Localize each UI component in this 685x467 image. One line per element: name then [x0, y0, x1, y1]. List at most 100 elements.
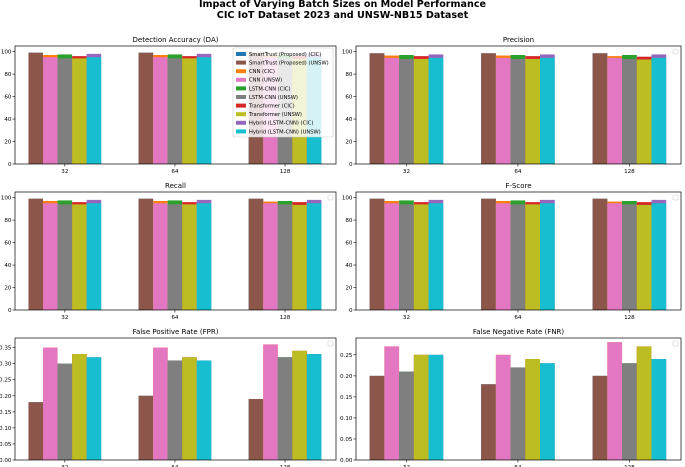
bar-lstm-cnn-unsw: [277, 204, 293, 310]
bar-hybrid-lstm-cnn-unsw: [306, 354, 322, 460]
subplot-4: F-Score 0 20 40 60 80 100 32 64 128: [342, 182, 682, 321]
subplot-title: Recall: [165, 182, 186, 190]
bar-cnn-unsw: [384, 203, 400, 310]
legend-entry: CNN (CIC): [249, 69, 275, 75]
y-tick-label: 0.25: [0, 378, 12, 384]
bar-transformer-unsw: [72, 204, 87, 310]
bar-smarttrust-proposed-unsw: [138, 198, 154, 310]
bar-lstm-cnn-unsw: [622, 204, 637, 310]
subplot-title: False Positive Rate (FPR): [133, 328, 219, 336]
y-tick-label: 0.00: [340, 458, 353, 464]
legend-entry: Transformer (CIC): [248, 104, 295, 110]
legend-entry: Hybrid (LSTM-CNN) (UNSW): [249, 129, 321, 135]
axes-frame: [355, 45, 682, 165]
bar-cnn-unsw: [607, 203, 623, 310]
bar-smarttrust-proposed-unsw: [138, 395, 154, 460]
axes-frame: [14, 337, 337, 461]
subplot-title: False Negative Rate (FNR): [473, 328, 565, 336]
bar-transformer-unsw: [525, 58, 541, 164]
subplot-1: Detection Accuracy (DA) 0 20 40 60 80 100 32 64 1…: [1, 36, 337, 175]
y-tick-label: 0.20: [340, 374, 353, 380]
bar-transformer-unsw: [413, 354, 429, 460]
bar-smarttrust-proposed-unsw: [369, 198, 385, 310]
bar-transformer-unsw: [636, 204, 652, 310]
bar-transformer-unsw: [182, 58, 197, 164]
x-tick-label: 32: [61, 169, 68, 175]
subplot-title: Detection Accuracy (DA): [133, 36, 219, 44]
bar-smarttrust-proposed-unsw: [592, 53, 608, 164]
legend-box: [327, 340, 334, 347]
bar-cnn-unsw: [384, 57, 400, 164]
legend-box: [672, 48, 679, 55]
y-tick-label: 40: [4, 117, 12, 123]
y-tick-label: 40: [345, 263, 353, 269]
y-tick-label: 60: [345, 241, 353, 247]
bar-cnn-unsw: [384, 346, 400, 460]
bar-hybrid-lstm-cnn-unsw: [86, 57, 102, 164]
y-tick-label: 0.15: [0, 410, 12, 416]
y-tick-label: 0.05: [340, 437, 353, 443]
bar-lstm-cnn-unsw: [167, 360, 183, 460]
x-tick-label: 128: [624, 315, 635, 321]
bar-hybrid-lstm-cnn-unsw: [428, 203, 444, 310]
x-tick-label: 64: [514, 169, 522, 175]
bar-hybrid-lstm-cnn-unsw: [651, 203, 667, 310]
y-tick-label: 0.15: [340, 395, 353, 401]
y-tick-label: 20: [4, 286, 12, 292]
x-tick-label: 64: [171, 169, 179, 175]
y-tick-label: 0.30: [0, 362, 12, 368]
legend-swatch: [236, 52, 246, 56]
bar-cnn-unsw: [495, 57, 511, 164]
bar-cnn-unsw: [607, 57, 623, 164]
bar-hybrid-lstm-cnn-unsw: [428, 354, 444, 460]
bar-lstm-cnn-unsw: [399, 204, 414, 310]
y-tick-label: 60: [345, 95, 353, 101]
legend-box: [327, 194, 334, 201]
bar-hybrid-lstm-cnn-unsw: [540, 363, 555, 460]
subplot-title: F-Score: [505, 182, 531, 190]
bar-hybrid-lstm-cnn-unsw: [540, 57, 555, 164]
bar-hybrid-lstm-cnn-unsw: [306, 203, 322, 310]
bar-transformer-unsw: [525, 359, 541, 460]
y-tick-label: 20: [4, 140, 12, 146]
bar-lstm-cnn-unsw: [167, 58, 183, 164]
y-tick-label: 0: [8, 308, 12, 314]
bar-hybrid-lstm-cnn-unsw: [540, 203, 555, 310]
bar-cnn-unsw: [153, 203, 168, 310]
legend-swatch: [236, 129, 246, 134]
y-tick-label: 100: [342, 50, 353, 56]
bar-lstm-cnn-unsw: [399, 58, 414, 164]
bar-transformer-unsw: [413, 204, 429, 310]
bar-transformer-unsw: [292, 204, 307, 310]
legend-swatch: [236, 86, 246, 91]
legend-box: [672, 340, 679, 347]
legend-swatch: [236, 103, 246, 108]
bar-smarttrust-proposed-unsw: [481, 53, 496, 164]
legend-swatch: [236, 95, 246, 99]
y-tick-label: 20: [345, 286, 353, 292]
axes-frame: [14, 191, 337, 311]
bar-lstm-cnn-unsw: [622, 363, 637, 460]
bar-lstm-cnn-unsw: [57, 58, 73, 164]
x-tick-label: 64: [171, 465, 179, 467]
legend-entry: Hybrid (LSTM-CNN) (CIC): [249, 121, 313, 127]
bar-lstm-cnn-unsw: [510, 204, 526, 310]
bar-cnn-unsw: [263, 344, 278, 460]
x-tick-label: 32: [61, 315, 68, 321]
bar-hybrid-lstm-cnn-unsw: [196, 57, 212, 164]
bar-smarttrust-proposed-unsw: [138, 52, 154, 164]
y-tick-label: 0: [349, 162, 353, 168]
x-tick-label: 32: [403, 315, 410, 321]
axes-frame: [355, 191, 682, 311]
bar-hybrid-lstm-cnn-unsw: [86, 357, 102, 460]
bar-transformer-unsw: [525, 204, 541, 310]
x-tick-label: 128: [280, 315, 291, 321]
figure-title-line-2: CIC IoT Dataset 2023 and UNSW-NB15 Datas…: [217, 10, 469, 21]
x-tick-label: 128: [624, 465, 635, 467]
legend-entry: CNN (UNSW): [249, 78, 282, 84]
y-tick-label: 0.10: [340, 416, 353, 422]
subplot-title: Precision: [503, 36, 534, 44]
y-tick-label: 100: [1, 50, 12, 56]
